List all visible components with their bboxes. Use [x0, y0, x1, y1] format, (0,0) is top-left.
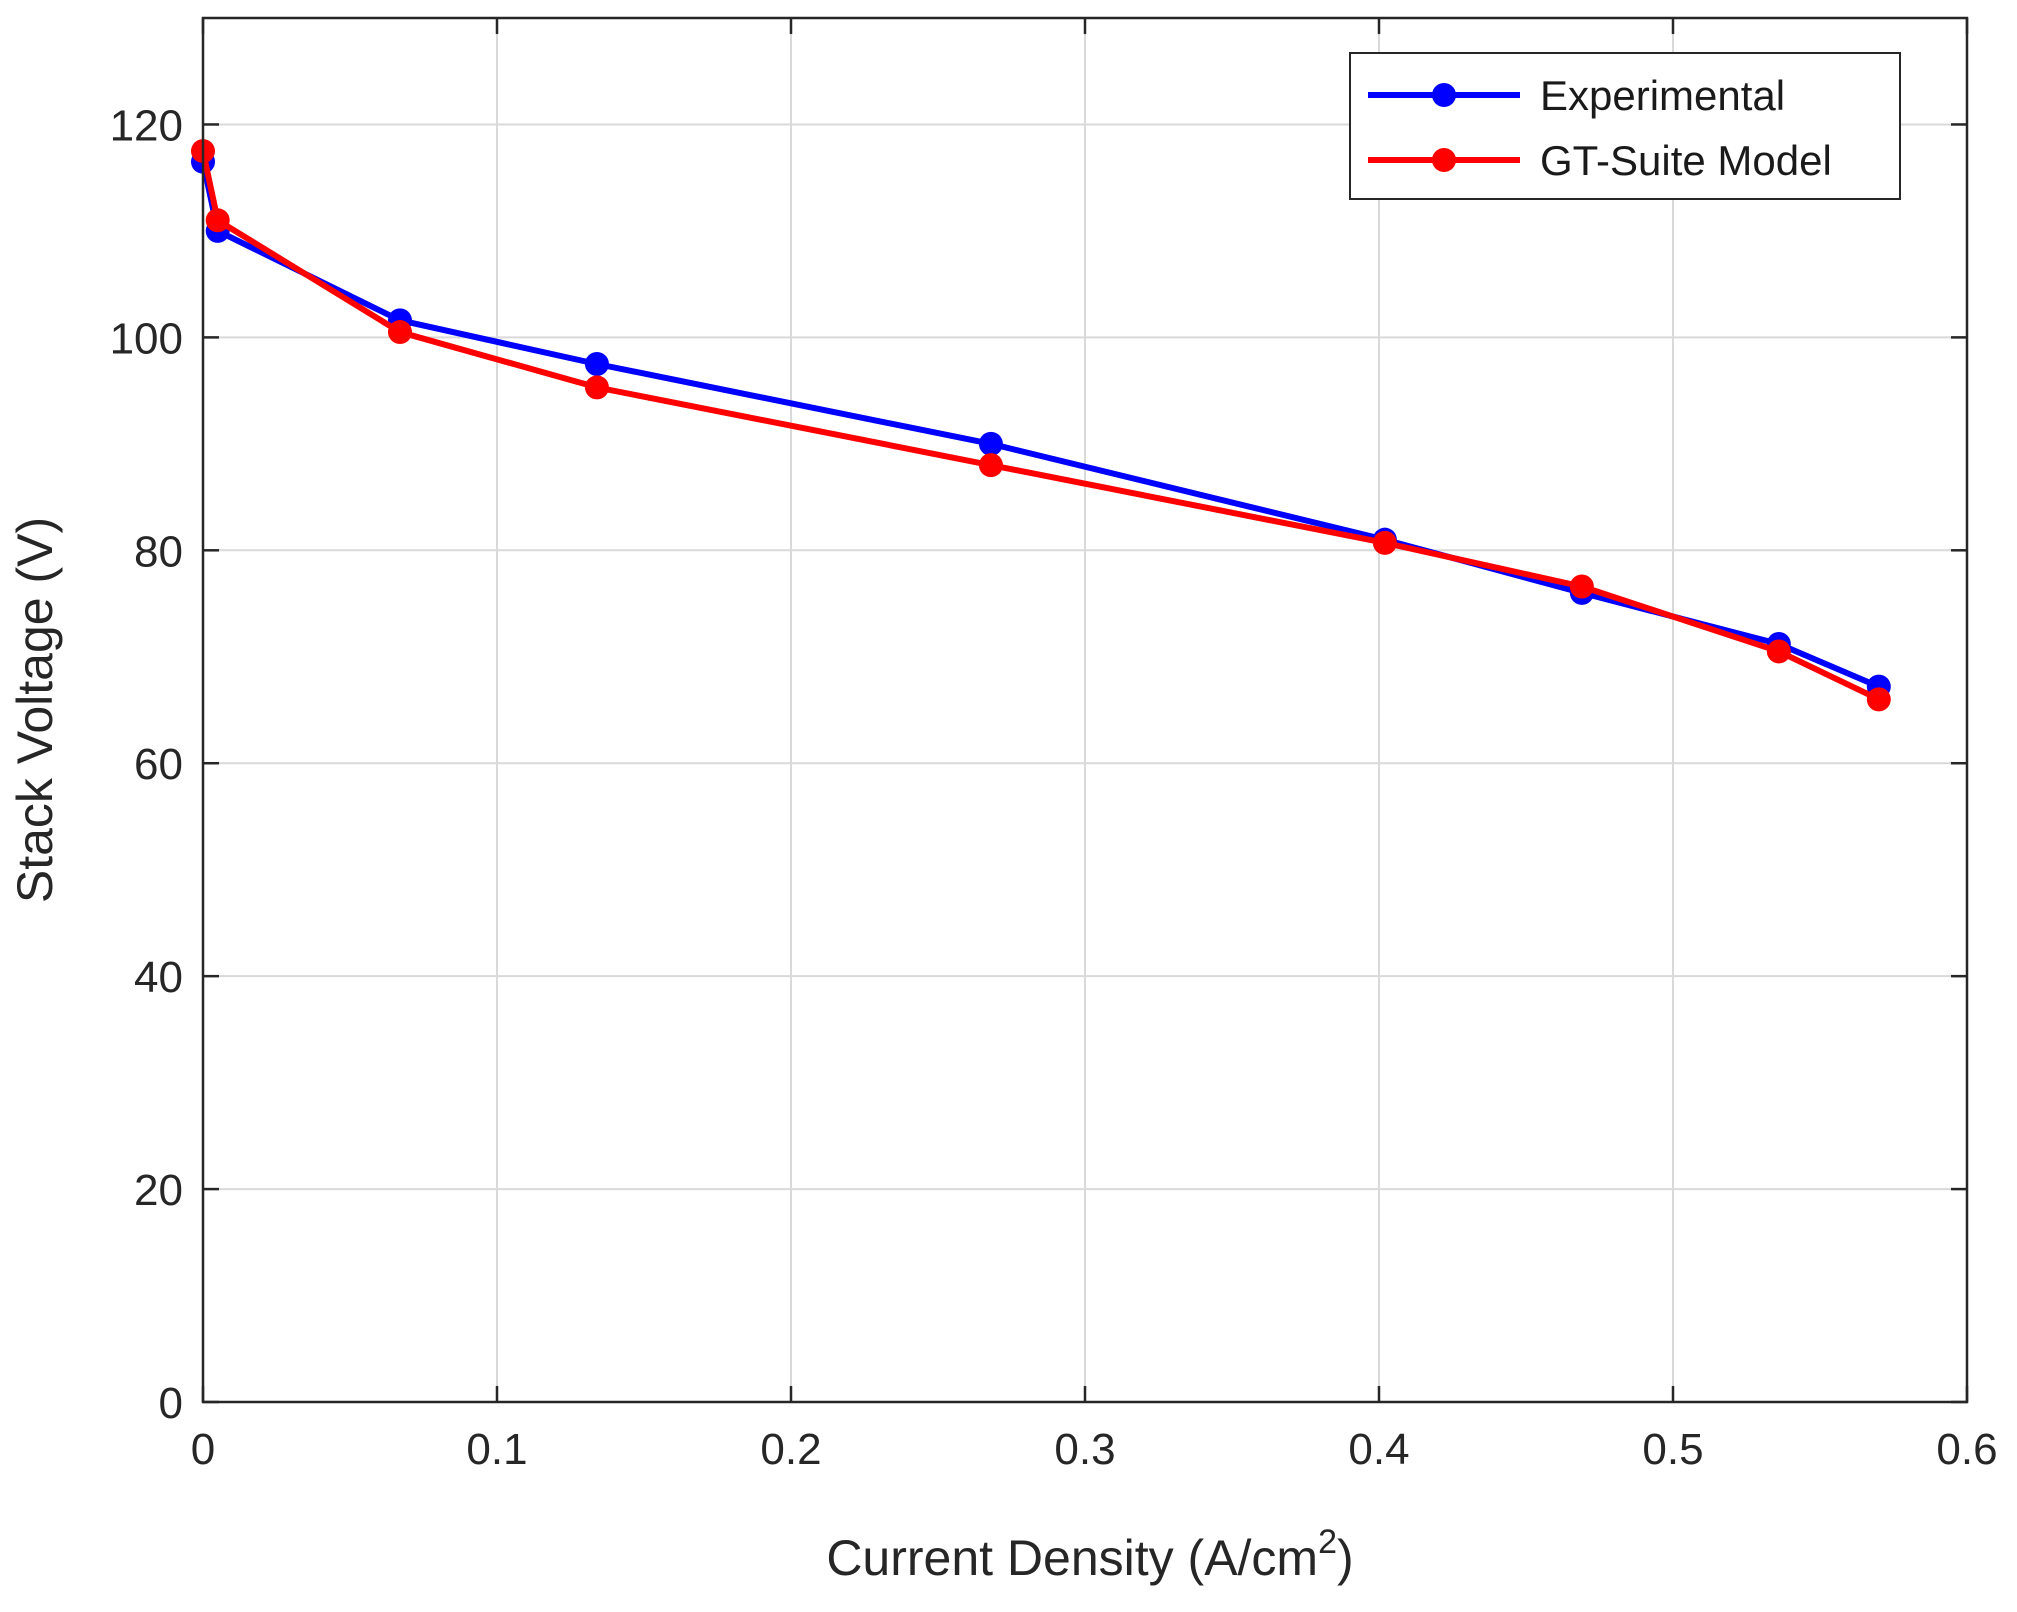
grid — [203, 18, 1967, 1402]
x-tick-label: 0.2 — [760, 1425, 821, 1474]
data-point-gt-suite-model — [1866, 687, 1891, 712]
y-tick-label: 0 — [159, 1379, 183, 1428]
legend: Experimental GT-Suite Model — [1349, 52, 1901, 200]
y-tick-label: 60 — [134, 740, 183, 789]
x-tick-label: 0 — [191, 1425, 215, 1474]
series-gt-suite-model — [191, 139, 1891, 712]
y-tick-label: 40 — [134, 953, 183, 1002]
x-axis-label: Current Density (A/cm2) — [826, 1523, 1353, 1586]
legend-label-experimental: Experimental — [1540, 72, 1785, 119]
data-point-gt-suite-model — [205, 208, 230, 233]
x-axis-label-suffix: ) — [1337, 1530, 1354, 1586]
data-point-gt-suite-model — [387, 320, 412, 345]
data-point-gt-suite-model — [1569, 574, 1594, 599]
x-tick-label: 0.1 — [466, 1425, 527, 1474]
legend-box — [1349, 52, 1901, 200]
legend-marker-experimental — [1432, 83, 1456, 107]
x-tick-label: 0.3 — [1054, 1425, 1115, 1474]
x-axis-label-text: Current Density (A/cm — [826, 1530, 1318, 1586]
legend-marker-gt-suite-model — [1432, 148, 1456, 172]
x-axis-label-superscript: 2 — [1318, 1523, 1337, 1561]
x-tick-label: 0.5 — [1642, 1425, 1703, 1474]
y-tick-label: 100 — [110, 314, 183, 363]
series-group — [191, 139, 1891, 712]
y-tick-label: 20 — [134, 1166, 183, 1215]
data-point-gt-suite-model — [978, 453, 1003, 478]
ticks: 0 0.1 0.2 0.3 0.4 0.5 0.6 0 20 40 60 80 100 120 — [110, 18, 1998, 1474]
data-point-gt-suite-model — [1372, 530, 1397, 555]
y-tick-label: 120 — [110, 101, 183, 150]
data-point-experimental — [584, 352, 609, 376]
x-tick-label: 0.6 — [1936, 1425, 1997, 1474]
data-point-experimental — [978, 431, 1003, 456]
data-point-gt-suite-model — [1766, 639, 1791, 664]
legend-label-gt-suite-model: GT-Suite Model — [1540, 137, 1832, 184]
x-tick-label: 0.4 — [1348, 1425, 1409, 1474]
y-tick-label: 80 — [134, 527, 183, 576]
data-point-gt-suite-model — [584, 375, 609, 400]
y-axis-label: Stack Voltage (V) — [7, 517, 63, 903]
